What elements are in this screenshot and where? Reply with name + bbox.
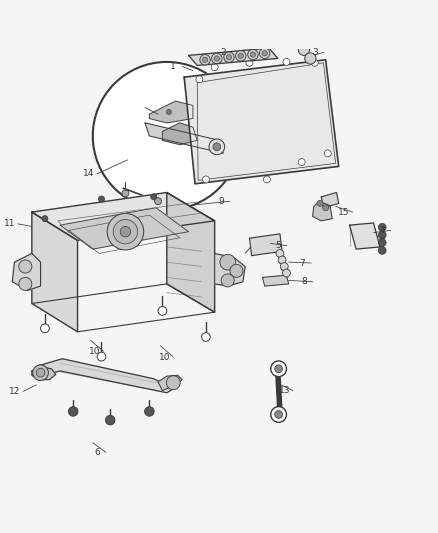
Circle shape (120, 227, 131, 237)
Polygon shape (162, 123, 197, 144)
Circle shape (209, 139, 225, 155)
Circle shape (122, 190, 129, 197)
Circle shape (41, 324, 49, 333)
Circle shape (271, 407, 286, 422)
Text: 13: 13 (279, 386, 290, 395)
Text: 12: 12 (9, 387, 20, 396)
Circle shape (68, 407, 78, 416)
Circle shape (93, 62, 241, 210)
Circle shape (221, 274, 234, 287)
Circle shape (275, 365, 283, 373)
Text: 5: 5 (276, 241, 281, 250)
Polygon shape (12, 254, 41, 290)
Circle shape (166, 109, 172, 115)
Circle shape (226, 54, 232, 60)
Circle shape (19, 260, 32, 273)
Circle shape (283, 59, 290, 66)
Circle shape (238, 53, 244, 59)
Circle shape (298, 158, 305, 166)
Circle shape (278, 256, 286, 264)
Text: 4: 4 (379, 226, 385, 235)
Polygon shape (188, 48, 278, 66)
Circle shape (280, 263, 288, 270)
Circle shape (298, 44, 310, 55)
Polygon shape (313, 201, 332, 221)
Polygon shape (321, 192, 339, 208)
Text: 3: 3 (312, 48, 318, 57)
Circle shape (99, 196, 105, 202)
Circle shape (211, 63, 218, 71)
Polygon shape (32, 192, 215, 240)
Circle shape (107, 213, 144, 250)
Circle shape (213, 143, 221, 151)
Text: 2: 2 (221, 48, 226, 57)
Polygon shape (32, 367, 56, 379)
Circle shape (305, 53, 316, 64)
Circle shape (322, 205, 328, 211)
Circle shape (271, 361, 286, 377)
Circle shape (36, 368, 45, 377)
Circle shape (42, 215, 48, 222)
Circle shape (263, 176, 270, 183)
Circle shape (33, 365, 48, 381)
Circle shape (275, 410, 283, 418)
Text: 7: 7 (300, 259, 305, 268)
Circle shape (212, 53, 222, 63)
Text: 10: 10 (89, 347, 101, 356)
Circle shape (378, 231, 386, 239)
Circle shape (378, 239, 386, 246)
Circle shape (248, 50, 258, 60)
Circle shape (246, 59, 253, 66)
Circle shape (202, 57, 208, 62)
Circle shape (311, 59, 318, 66)
Circle shape (166, 376, 180, 390)
Polygon shape (145, 123, 223, 154)
Polygon shape (350, 223, 380, 249)
Polygon shape (262, 275, 289, 286)
Circle shape (317, 200, 323, 206)
Circle shape (262, 51, 267, 56)
Polygon shape (32, 212, 78, 332)
Text: 15: 15 (338, 207, 350, 216)
Circle shape (202, 176, 209, 183)
Text: 1: 1 (170, 62, 176, 71)
Circle shape (283, 269, 290, 277)
Circle shape (214, 56, 219, 61)
Polygon shape (149, 101, 193, 123)
Circle shape (378, 246, 386, 254)
Circle shape (276, 249, 284, 257)
Circle shape (259, 48, 270, 59)
Circle shape (196, 76, 203, 83)
Circle shape (224, 52, 234, 62)
Polygon shape (158, 375, 182, 391)
Circle shape (378, 223, 386, 231)
Text: 9: 9 (218, 197, 224, 206)
Text: 8: 8 (301, 277, 307, 286)
Text: 10: 10 (159, 352, 170, 361)
Polygon shape (60, 208, 188, 249)
Circle shape (230, 264, 243, 277)
Circle shape (201, 333, 210, 341)
Circle shape (19, 277, 32, 290)
Circle shape (200, 54, 210, 65)
Circle shape (145, 407, 154, 416)
Polygon shape (215, 254, 245, 286)
Circle shape (155, 198, 162, 205)
Polygon shape (34, 359, 178, 393)
Polygon shape (167, 192, 215, 312)
Circle shape (236, 51, 246, 61)
Circle shape (97, 352, 106, 361)
Polygon shape (250, 234, 282, 256)
Circle shape (220, 254, 236, 270)
Circle shape (113, 220, 138, 244)
Circle shape (324, 150, 331, 157)
Text: 14: 14 (83, 169, 94, 179)
Text: 11: 11 (4, 220, 15, 228)
Text: 6: 6 (94, 448, 100, 457)
Polygon shape (184, 60, 339, 184)
Circle shape (158, 306, 167, 315)
Circle shape (151, 194, 157, 200)
Circle shape (251, 52, 255, 57)
Circle shape (106, 415, 115, 425)
